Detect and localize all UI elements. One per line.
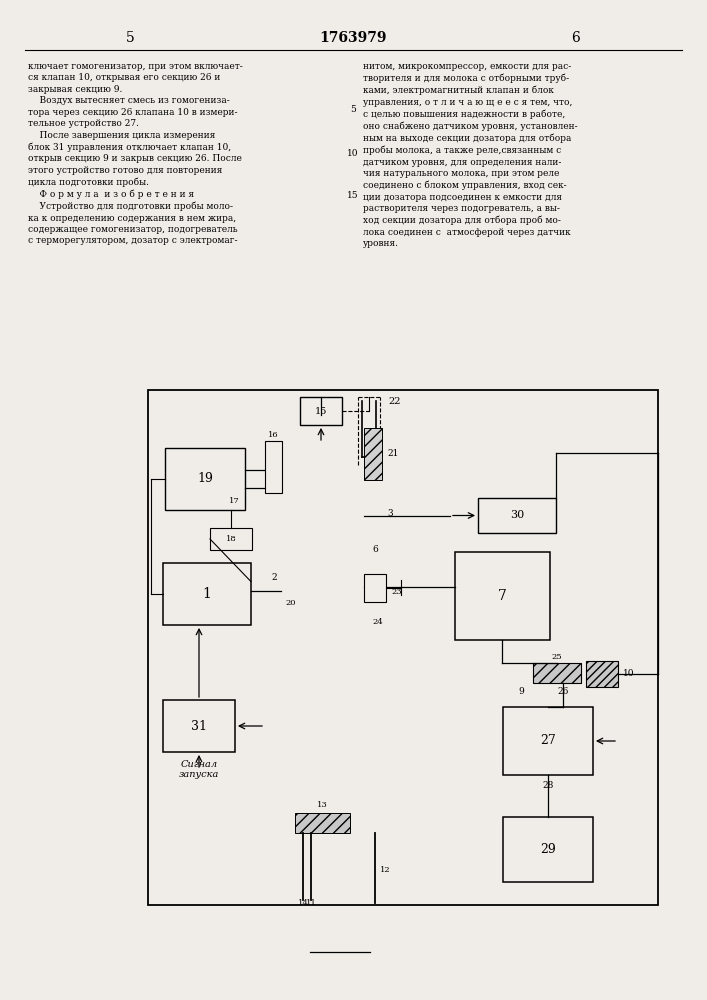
Text: 15: 15 [315, 406, 327, 416]
Text: 7: 7 [498, 589, 507, 603]
Text: 2: 2 [271, 573, 277, 582]
Bar [281, 445, 295, 865]
Text: 10: 10 [623, 670, 634, 678]
Text: 12: 12 [380, 866, 391, 874]
Text: 5: 5 [350, 105, 356, 114]
Bar [533, 663, 581, 683]
Text: 18: 18 [226, 535, 236, 543]
Text: 14: 14 [298, 899, 308, 907]
Text: 19: 19 [197, 473, 213, 486]
Text: 6: 6 [372, 546, 378, 554]
Text: 15: 15 [347, 192, 359, 200]
Text: 1: 1 [203, 587, 211, 601]
Text: 3: 3 [387, 508, 392, 518]
Bar [350, 445, 364, 865]
Text: 11: 11 [305, 899, 316, 907]
Bar [364, 574, 386, 602]
Text: 29: 29 [540, 843, 556, 856]
Text: 22: 22 [388, 396, 400, 406]
Bar [586, 661, 618, 687]
Bar [165, 448, 245, 510]
Text: ключает гомогенизатор, при этом включает-
ся клапан 10, открывая его секцию 26 и: ключает гомогенизатор, при этом включает… [28, 62, 243, 245]
Bar [163, 563, 251, 625]
Text: нитом, микрокомпрессор, емкости для рас-
творителя и для молока с отборными труб: нитом, микрокомпрессор, емкости для рас-… [363, 62, 578, 248]
Text: 20: 20 [286, 599, 296, 607]
Text: 24: 24 [372, 618, 382, 626]
Text: 17: 17 [229, 497, 240, 505]
Text: 9: 9 [518, 686, 524, 696]
Bar [295, 415, 350, 885]
Text: 25: 25 [551, 653, 562, 661]
Text: 21: 21 [387, 450, 398, 458]
Text: 27: 27 [540, 734, 556, 748]
Text: 6: 6 [572, 31, 580, 45]
Bar [163, 700, 235, 752]
Text: 10: 10 [347, 148, 358, 157]
Bar [265, 441, 282, 493]
Bar [300, 397, 342, 425]
Text: 5: 5 [126, 31, 134, 45]
Text: 1763979: 1763979 [320, 31, 387, 45]
Bar [148, 390, 658, 905]
Text: 16: 16 [268, 431, 279, 439]
Text: 26: 26 [557, 686, 568, 696]
Bar [455, 552, 550, 640]
Text: 13: 13 [317, 801, 328, 809]
Text: 28: 28 [542, 780, 554, 790]
Bar [295, 813, 350, 833]
Text: 30: 30 [510, 510, 524, 520]
Bar [503, 707, 593, 775]
Text: 31: 31 [191, 720, 207, 732]
Bar [210, 528, 252, 550]
Text: 23: 23 [391, 588, 402, 596]
Bar [503, 817, 593, 882]
Bar [478, 498, 556, 533]
Bar [364, 428, 382, 480]
Text: Сигнал
запуска: Сигнал запуска [179, 760, 219, 779]
